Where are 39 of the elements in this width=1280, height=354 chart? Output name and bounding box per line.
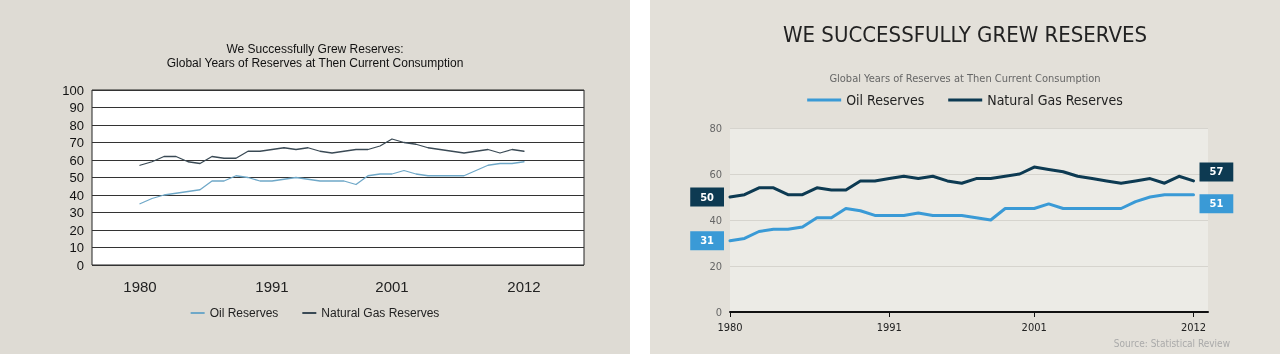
x-tick-label: 2001 [1021,321,1047,334]
line-series [728,193,1196,243]
legend-label: Natural Gas Reserves [987,92,1123,108]
y-tick-label: 100 [62,82,84,98]
y-tick-label: 60 [69,152,84,168]
y-tick-label: 30 [69,205,84,220]
y-tick-label: 80 [709,121,722,135]
y-tick-label: 90 [69,100,84,115]
x-tick-label: 1991 [255,278,289,295]
x-tick-label: 2001 [375,278,409,295]
line-series [139,138,525,166]
data-label: 51 [1209,197,1224,211]
y-tick-label: 80 [69,117,84,133]
legend-label: Natural Gas Reserves [321,306,440,320]
y-tick-label: 40 [709,213,722,227]
y-tick-label: 10 [69,240,84,255]
chart-title: WE SUCCESSFULLY GREW RESERVES [782,21,1148,47]
y-tick-label: 40 [69,187,84,203]
chart-title: We Successfully Grew Reserves: [226,42,404,56]
y-tick-label: 60 [709,167,722,181]
x-tick-label: 1980 [123,278,157,295]
x-tick-label: 2012 [1180,321,1207,334]
x-tick-label: 1980 [717,321,743,334]
legend-label: Oil Reserves [846,92,925,108]
legend-label: Oil Reserves [209,306,279,320]
y-tick-label: 20 [709,259,722,273]
line-series [139,161,525,205]
y-tick-label: 0 [715,305,722,319]
y-tick-label: 50 [69,170,84,185]
y-tick-label: 70 [69,135,84,150]
line-series [728,165,1196,199]
y-tick-label: 0 [76,257,84,273]
data-label: 57 [1209,165,1224,179]
y-tick-label: 20 [69,222,84,238]
chart-subtitle: Global Years of Reserves at Then Current Consumption [829,72,1101,85]
data-label: 31 [700,234,715,248]
x-tick-label: 2012 [507,278,541,295]
x-tick-label: 1991 [876,321,902,334]
chart-subtitle: Global Years of Reserves at Then Current Consumption [166,56,464,70]
